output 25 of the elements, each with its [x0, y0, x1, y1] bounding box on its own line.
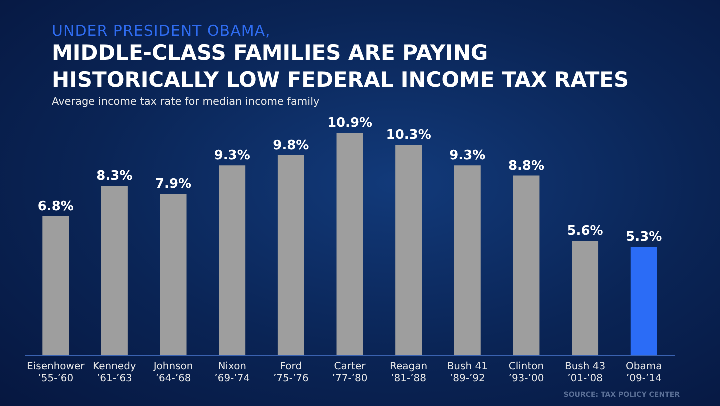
data-label: 5.3%	[626, 230, 662, 246]
data-label: 9.3%	[450, 148, 486, 164]
x-tick-label: Bush 43 ’01-’08	[564, 362, 606, 384]
x-tick-label: Kennedy ’61-’63	[93, 362, 136, 384]
data-label: 8.3%	[96, 168, 133, 184]
x-tick-label: Eisenhower ’55-’60	[27, 362, 86, 384]
x-tick-label: Obama ’09-’14	[626, 362, 662, 384]
x-tick-label: Bush 41 ’89-’92	[447, 362, 488, 384]
data-label: 8.8%	[508, 158, 544, 174]
chart-title: MIDDLE-CLASS FAMILIES ARE PAYING HISTORICALLY LOW FEDERAL INCOME TAX RATES	[52, 40, 630, 94]
x-tick-label: Reagan ’81-’88	[390, 362, 428, 384]
data-label: 10.3%	[386, 128, 432, 144]
data-label: 9.3%	[214, 148, 250, 164]
x-tick-label: Johnson ’64-’68	[152, 362, 194, 384]
data-label: 6.8%	[38, 200, 74, 215]
data-label: 5.6%	[567, 224, 604, 239]
data-label: 7.9%	[156, 177, 192, 192]
x-tick-label: Clinton ’93-’00	[508, 362, 544, 384]
text: UNDER PRESIDENT OBAMA,	[52, 22, 271, 40]
chart-subtitle: Average income tax rate for median income family	[52, 96, 320, 108]
data-label: 9.8%	[273, 138, 310, 154]
x-tick-label: Ford ’75-’76	[273, 362, 309, 384]
x-tick-label: Carter ’77-’80	[332, 362, 368, 384]
x-tick-label: Nixon ’69-’74	[214, 362, 250, 384]
data-label: 10.9%	[327, 116, 373, 131]
